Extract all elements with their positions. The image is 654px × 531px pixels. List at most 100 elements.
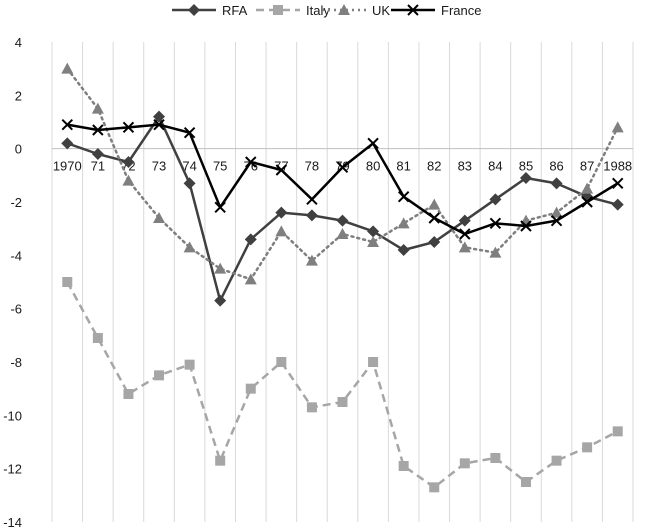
- data-point-france: [153, 118, 165, 131]
- data-point-france: [214, 201, 226, 214]
- vertical-gridlines: [51, 42, 634, 522]
- data-point-uk: [581, 182, 594, 194]
- series-line-uk: [66, 67, 619, 281]
- data-point-france: [397, 190, 410, 203]
- data-point-rfa: [336, 214, 349, 227]
- y-axis-tick-labels: 4 2 0 -2 -4 -6 -8 -10 -12 -14: [3, 35, 22, 530]
- data-point-rfa: [519, 172, 532, 184]
- x-tick-label: 71: [91, 159, 105, 174]
- series-france: [61, 118, 624, 240]
- legend-item-france: France: [391, 3, 481, 18]
- data-point-france: [306, 193, 318, 206]
- x-tick-label: 82: [427, 159, 441, 174]
- data-point-uk: [611, 121, 624, 133]
- data-point-uk: [458, 241, 471, 253]
- data-point-france: [489, 217, 502, 230]
- x-tick-label: 81: [396, 159, 410, 174]
- y-tick-label: -8: [10, 355, 22, 370]
- data-point-rfa: [91, 148, 104, 160]
- data-point-uk: [61, 62, 74, 74]
- data-point-uk: [489, 246, 502, 258]
- data-point-france: [581, 196, 593, 208]
- data-point-rfa: [305, 209, 318, 222]
- series-italy: [62, 277, 623, 493]
- legend-marker-italy: [273, 5, 283, 15]
- legend-label-uk: UK: [372, 3, 390, 18]
- data-point-france: [520, 220, 532, 232]
- data-point-uk: [214, 262, 227, 274]
- data-point-italy: [123, 389, 134, 399]
- data-point-uk: [428, 198, 441, 210]
- data-point-rfa: [275, 206, 288, 219]
- series-layer: [61, 62, 624, 493]
- data-point-uk: [183, 241, 196, 253]
- x-tick-label: 78: [305, 159, 319, 174]
- data-point-italy: [215, 455, 226, 466]
- data-point-france: [612, 177, 624, 190]
- x-tick-label: 83: [458, 159, 472, 174]
- x-tick-label: 75: [213, 159, 227, 174]
- data-point-rfa: [367, 225, 380, 238]
- data-point-italy: [551, 455, 562, 466]
- data-point-italy: [582, 442, 593, 453]
- legend-item-rfa: RFA: [172, 3, 248, 18]
- data-point-uk: [122, 174, 135, 186]
- y-tick-label: -10: [3, 408, 22, 423]
- legend-marker-uk: [338, 4, 350, 15]
- legend-label-italy: Italy: [306, 3, 330, 18]
- data-point-rfa: [428, 236, 441, 248]
- data-point-rfa: [489, 193, 502, 206]
- data-point-rfa: [550, 177, 563, 190]
- x-tick-label: 1988: [603, 159, 632, 174]
- x-tick-label: 84: [488, 159, 502, 174]
- data-point-italy: [337, 397, 348, 407]
- data-point-uk: [275, 225, 288, 237]
- data-point-uk: [367, 236, 380, 247]
- series-uk: [61, 62, 624, 285]
- data-point-france: [336, 161, 349, 174]
- data-point-italy: [184, 359, 195, 370]
- legend-label-rfa: RFA: [222, 3, 248, 18]
- x-tick-label: 86: [549, 159, 563, 174]
- series-line-italy: [66, 281, 619, 489]
- data-point-italy: [429, 482, 440, 493]
- data-point-france: [61, 118, 73, 131]
- series-rfa: [61, 110, 624, 307]
- y-tick-label: -4: [10, 248, 22, 263]
- legend-marker-rfa: [188, 4, 200, 16]
- data-point-italy: [62, 277, 73, 287]
- legend: RFA Italy UK France: [172, 3, 481, 18]
- y-tick-label: 0: [15, 142, 22, 157]
- data-point-italy: [92, 333, 103, 343]
- data-point-italy: [245, 383, 256, 394]
- y-tick-label: -2: [10, 195, 22, 210]
- data-point-rfa: [611, 198, 624, 211]
- y-tick-label: -14: [3, 515, 22, 530]
- data-point-rfa: [122, 156, 135, 168]
- data-point-italy: [490, 453, 501, 463]
- data-point-france: [122, 121, 135, 134]
- x-tick-label: 74: [182, 159, 196, 174]
- data-point-italy: [306, 402, 317, 413]
- data-point-italy: [154, 370, 165, 381]
- data-point-france: [550, 214, 563, 227]
- data-point-rfa: [153, 110, 166, 123]
- data-point-rfa: [214, 294, 227, 307]
- x-tick-label: 87: [580, 159, 594, 174]
- data-point-italy: [459, 458, 470, 469]
- data-point-rfa: [183, 177, 196, 190]
- y-tick-label: 4: [15, 35, 22, 50]
- data-point-france: [275, 164, 288, 176]
- data-point-uk: [397, 217, 410, 229]
- data-point-rfa: [244, 233, 257, 246]
- data-point-france: [428, 212, 440, 224]
- x-tick-label: 73: [152, 159, 166, 174]
- data-point-france: [92, 124, 104, 136]
- data-point-italy: [398, 461, 409, 471]
- x-tick-label: 80: [366, 159, 380, 174]
- y-tick-label: 2: [15, 88, 22, 103]
- data-point-uk: [550, 206, 563, 218]
- data-point-uk: [336, 228, 349, 239]
- data-point-italy: [520, 477, 531, 487]
